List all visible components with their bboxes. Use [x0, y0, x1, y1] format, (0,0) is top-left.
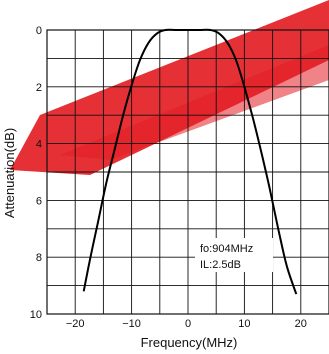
x-axis-title: Frequency(MHz) [141, 335, 238, 350]
attenuation-curve [82, 28, 298, 295]
y-axis-title: Attenuation(dB) [2, 128, 17, 218]
y-tick-label: 10 [30, 309, 42, 321]
x-tick-label: 0 [185, 318, 191, 330]
y-tick-label: 0 [36, 25, 42, 37]
y-tick-label: 6 [36, 195, 42, 207]
x-tick-label: 20 [295, 318, 307, 330]
x-tick-label: −10 [122, 318, 141, 330]
y-tick-label: 8 [36, 252, 42, 264]
x-tick-label: 10 [238, 318, 250, 330]
y-tick-label: 2 [36, 82, 42, 94]
y-tick-label: 4 [36, 139, 42, 151]
annotation-center-frequency: fo:904MHz [200, 243, 253, 255]
annotation-insertion-loss: IL:2.5dB [200, 259, 241, 271]
chart-title: BANDWIDTH [153, 9, 226, 23]
annotation-background [195, 238, 273, 272]
x-tick-label: −20 [66, 318, 85, 330]
watermark-banner [10, 0, 329, 175]
